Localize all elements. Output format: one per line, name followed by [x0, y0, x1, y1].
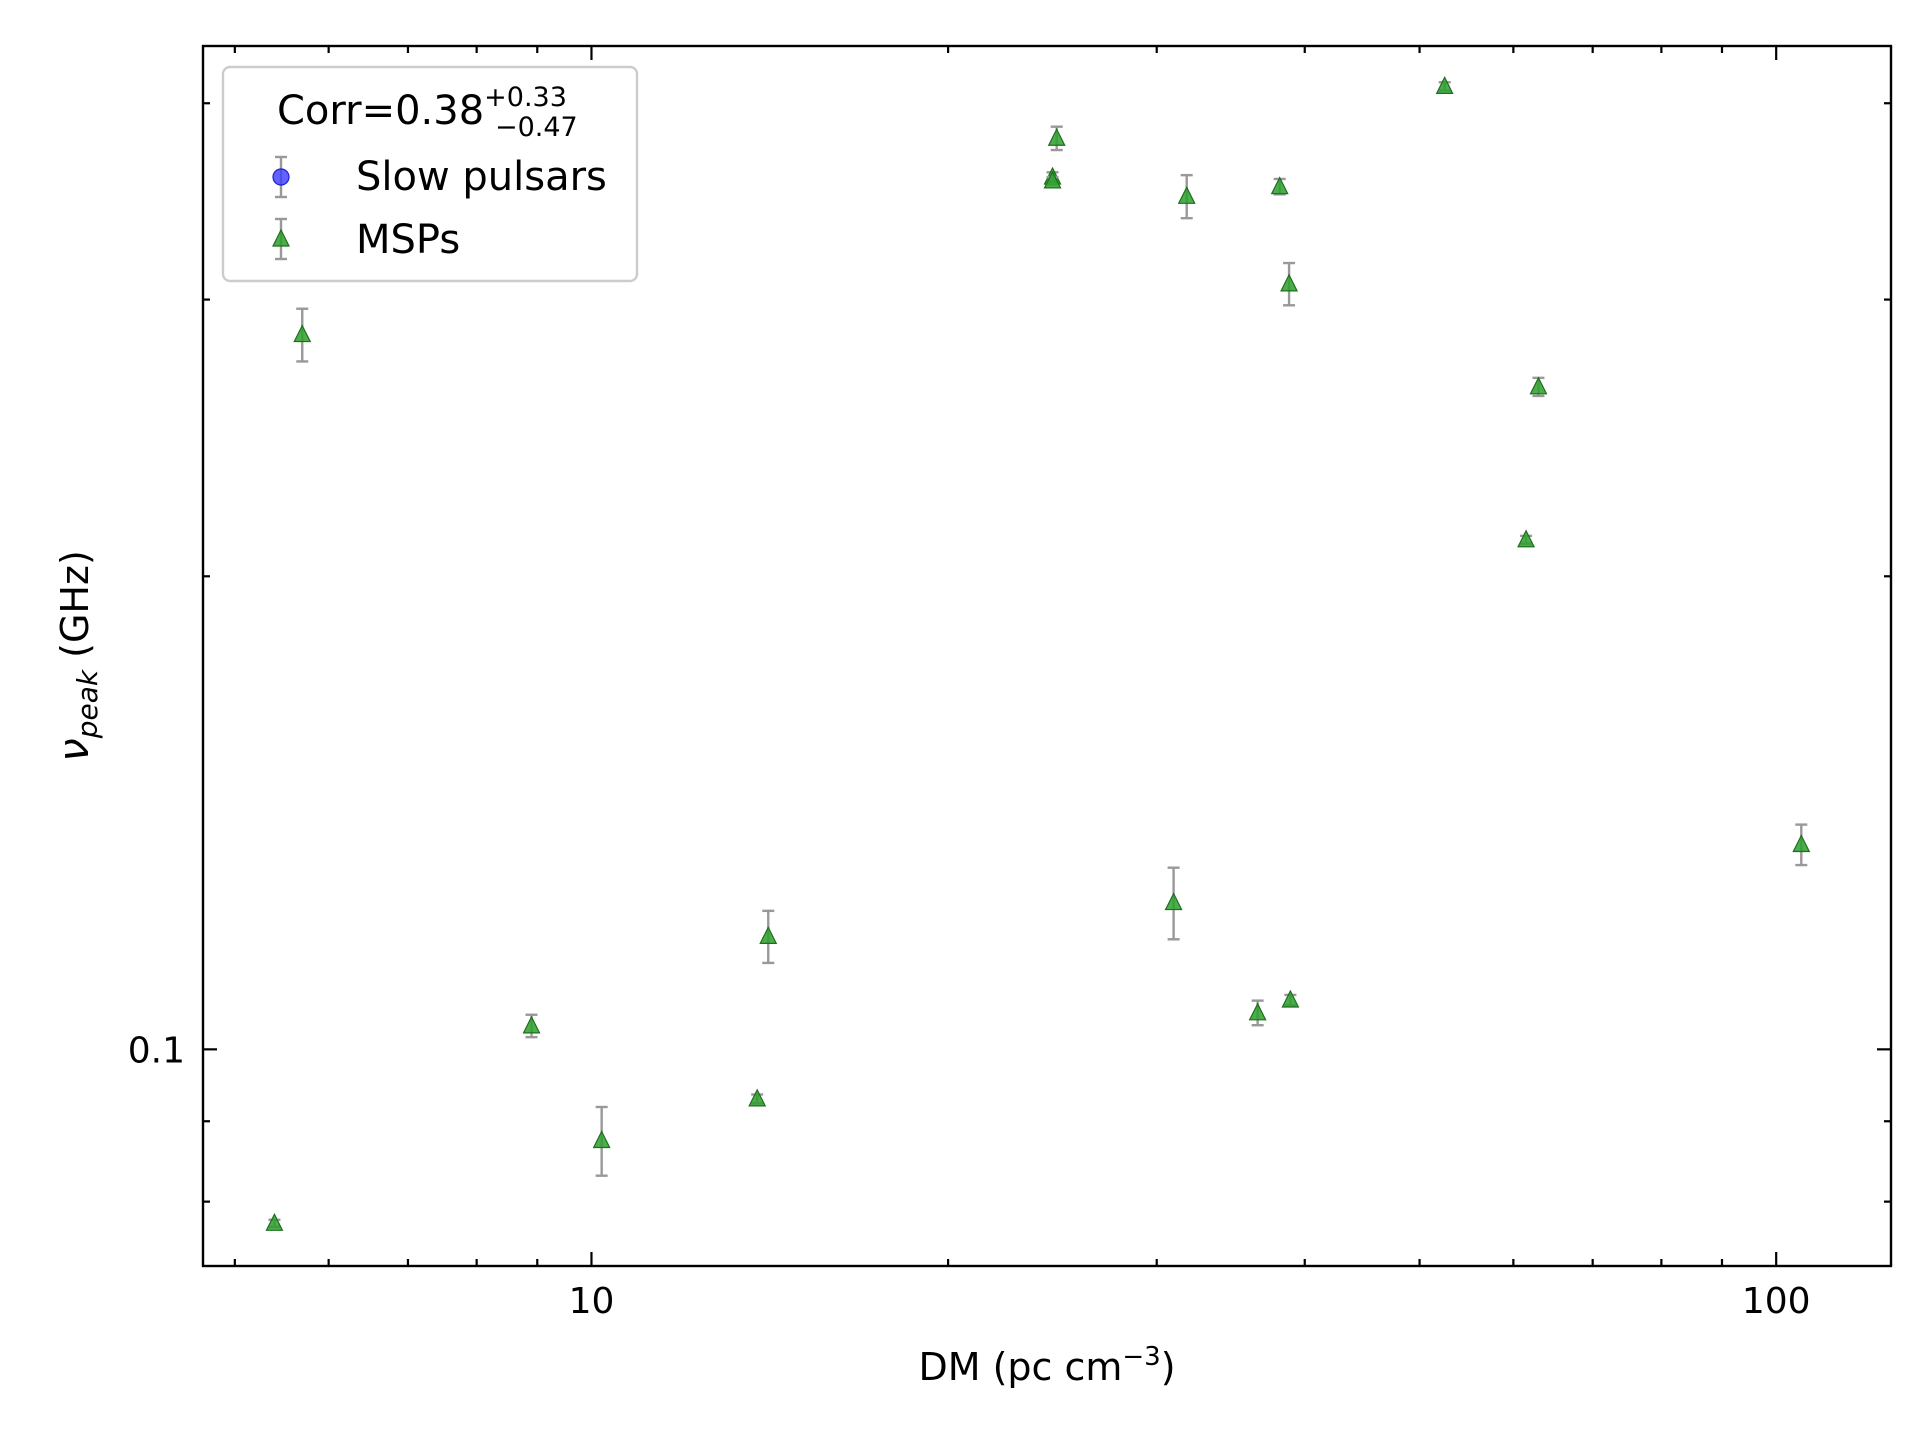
msp-point	[293, 307, 312, 363]
triangle-marker	[1517, 529, 1536, 548]
legend-title-sub: −0.47	[495, 112, 578, 143]
triangle-marker	[1792, 834, 1811, 853]
msp-point	[1043, 170, 1062, 189]
msp-point	[1177, 173, 1196, 220]
msp-point	[1248, 999, 1267, 1027]
y-tick-label: 0.1	[128, 1030, 185, 1071]
msp-point	[1517, 529, 1536, 548]
legend-label-msps: MSPs	[356, 217, 460, 263]
triangle-marker	[1270, 176, 1289, 195]
triangle-marker	[1164, 892, 1183, 911]
x-axis-label: DM (pc cm−3)	[918, 1342, 1175, 1389]
msp-point	[1047, 125, 1066, 152]
triangle-marker	[748, 1088, 767, 1107]
triangle-marker	[1281, 989, 1300, 1008]
x-tick-labels: 10 100	[569, 1281, 1811, 1322]
legend-title: Corr=0.38+0.33	[277, 82, 567, 134]
msp-point	[1529, 376, 1548, 398]
msp-point	[1164, 866, 1183, 941]
triangle-marker	[1280, 273, 1299, 292]
triangle-marker	[759, 926, 778, 944]
y-tick-labels: 0.1	[128, 1030, 185, 1071]
triangle-marker	[1177, 185, 1196, 204]
major-ticks	[203, 46, 1891, 1266]
x-tick-label: 100	[1742, 1281, 1811, 1322]
legend: Corr=0.38+0.33 −0.47 Slow pulsars MSPs	[221, 65, 639, 283]
msp-point	[759, 909, 778, 965]
legend-box	[221, 65, 639, 283]
plot-frame	[201, 44, 1893, 1268]
y-axis-label: νpeak (GHz)	[49, 550, 104, 762]
legend-marker-circle	[272, 168, 290, 186]
msp-point	[265, 1212, 284, 1231]
triangle-marker	[522, 1015, 541, 1034]
msp-point	[748, 1088, 767, 1107]
legend-label-slow-pulsars: Slow pulsars	[356, 154, 607, 200]
msp-point	[1270, 176, 1289, 196]
legend-marker-triangle	[272, 228, 290, 247]
triangle-marker	[592, 1130, 611, 1149]
triangle-marker	[1529, 376, 1548, 395]
triangle-marker	[293, 324, 312, 343]
triangle-marker	[1435, 76, 1454, 94]
msp-point	[1435, 76, 1454, 94]
msp-point	[1280, 261, 1299, 307]
msp-point	[1281, 989, 1300, 1008]
msp-point	[592, 1105, 611, 1177]
legend-entry-slow-pulsars: Slow pulsars	[272, 154, 607, 200]
msp-point	[1792, 823, 1811, 867]
x-tick-label: 10	[569, 1281, 615, 1322]
triangle-marker	[1047, 127, 1066, 146]
triangle-marker	[1043, 170, 1062, 189]
data-layer	[265, 76, 1811, 1231]
msp-point	[522, 1013, 541, 1039]
legend-entry-msps: MSPs	[272, 217, 460, 263]
triangle-marker	[265, 1212, 284, 1231]
triangle-marker	[1248, 1002, 1267, 1021]
